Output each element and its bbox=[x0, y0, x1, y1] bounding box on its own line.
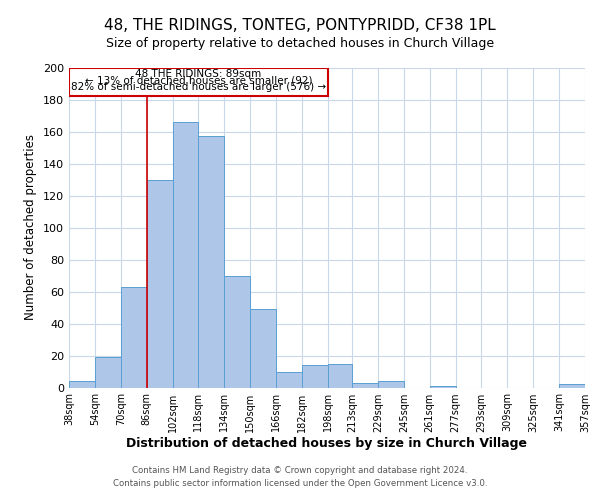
Bar bbox=[559, 384, 585, 388]
Bar bbox=[69, 68, 328, 96]
Y-axis label: Number of detached properties: Number of detached properties bbox=[25, 134, 37, 320]
Bar bbox=[328, 364, 352, 388]
Bar bbox=[173, 122, 199, 388]
Bar bbox=[69, 381, 95, 388]
Bar bbox=[352, 382, 378, 388]
Text: 48 THE RIDINGS: 89sqm: 48 THE RIDINGS: 89sqm bbox=[135, 69, 262, 79]
Bar bbox=[199, 136, 224, 388]
Text: Size of property relative to detached houses in Church Village: Size of property relative to detached ho… bbox=[106, 38, 494, 51]
X-axis label: Distribution of detached houses by size in Church Village: Distribution of detached houses by size … bbox=[127, 438, 527, 450]
Bar bbox=[95, 357, 121, 388]
Text: 48, THE RIDINGS, TONTEG, PONTYPRIDD, CF38 1PL: 48, THE RIDINGS, TONTEG, PONTYPRIDD, CF3… bbox=[104, 18, 496, 32]
Text: ← 13% of detached houses are smaller (92): ← 13% of detached houses are smaller (92… bbox=[85, 76, 312, 86]
Bar bbox=[430, 386, 455, 388]
Bar bbox=[378, 381, 404, 388]
Bar bbox=[276, 372, 302, 388]
Text: 82% of semi-detached houses are larger (576) →: 82% of semi-detached houses are larger (… bbox=[71, 82, 326, 92]
Bar bbox=[224, 276, 250, 388]
Bar bbox=[121, 286, 146, 388]
Text: Contains HM Land Registry data © Crown copyright and database right 2024.
Contai: Contains HM Land Registry data © Crown c… bbox=[113, 466, 487, 487]
Bar bbox=[302, 365, 328, 388]
Bar bbox=[146, 180, 173, 388]
Bar bbox=[250, 309, 276, 388]
